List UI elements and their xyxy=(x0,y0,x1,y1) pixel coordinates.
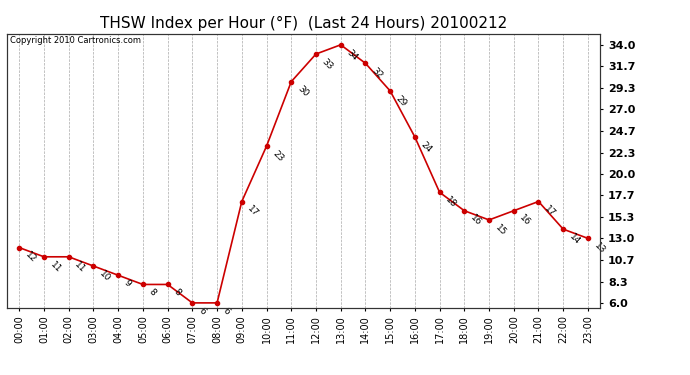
Text: 17: 17 xyxy=(246,204,260,219)
Text: Copyright 2010 Cartronics.com: Copyright 2010 Cartronics.com xyxy=(10,36,141,45)
Text: 34: 34 xyxy=(345,48,359,62)
Text: 11: 11 xyxy=(48,260,63,274)
Text: 16: 16 xyxy=(469,213,483,228)
Text: 6: 6 xyxy=(221,306,232,316)
Text: 24: 24 xyxy=(419,140,433,154)
Text: 16: 16 xyxy=(518,213,533,228)
Text: 9: 9 xyxy=(122,278,132,288)
Text: 29: 29 xyxy=(394,94,408,108)
Text: 13: 13 xyxy=(592,241,607,256)
Text: 18: 18 xyxy=(444,195,458,210)
Text: 8: 8 xyxy=(172,287,182,298)
Text: 10: 10 xyxy=(97,269,112,283)
Text: 8: 8 xyxy=(147,287,157,298)
Text: 32: 32 xyxy=(370,66,384,80)
Text: 14: 14 xyxy=(567,232,582,246)
Text: 11: 11 xyxy=(73,260,88,274)
Title: THSW Index per Hour (°F)  (Last 24 Hours) 20100212: THSW Index per Hour (°F) (Last 24 Hours)… xyxy=(100,16,507,31)
Text: 12: 12 xyxy=(23,251,38,265)
Text: 15: 15 xyxy=(493,223,508,237)
Text: 33: 33 xyxy=(320,57,335,71)
Text: 6: 6 xyxy=(197,306,207,316)
Text: 23: 23 xyxy=(270,149,285,164)
Text: 30: 30 xyxy=(295,84,310,99)
Text: 17: 17 xyxy=(542,204,557,219)
